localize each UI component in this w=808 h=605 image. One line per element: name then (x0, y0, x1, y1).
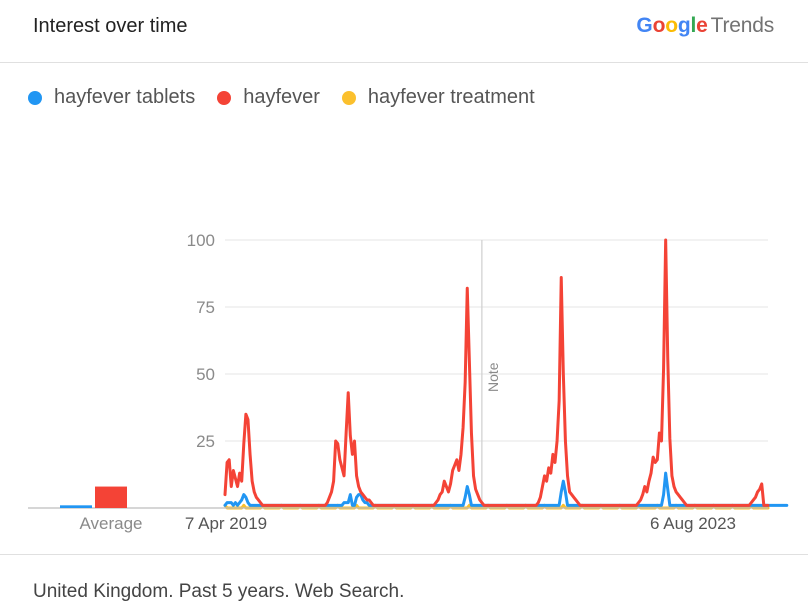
google-letter: e (696, 14, 708, 37)
chart-title: Interest over time (33, 15, 188, 37)
average-bar-hayfever-tablets (60, 505, 92, 508)
google-letter: o (652, 14, 666, 37)
note-label[interactable]: Note (485, 362, 501, 392)
note-marker: Note (481, 240, 501, 508)
trends-wordmark: Trends (710, 14, 775, 37)
y-tick-label: 75 (196, 298, 215, 317)
y-tick-label: 100 (187, 231, 215, 250)
legend-dot-red (217, 90, 232, 105)
header-bar: Interest over time Google Trends (0, 0, 808, 63)
legend-dot-blue (28, 90, 42, 105)
series-line-hayfever-tablets[interactable] (223, 471, 789, 507)
y-tick-label: 25 (196, 432, 215, 451)
interest-over-time-chart[interactable]: 25 50 75 100 Note Average 7 Apr 2019 6 Aug 2… (0, 0, 808, 554)
average-bar-hayfever (95, 486, 127, 508)
legend-label: hayfever tablets (54, 86, 196, 108)
y-tick-labels: 25 50 75 100 (187, 231, 215, 451)
average-bars: Average (60, 486, 143, 533)
google-wordmark: Google (636, 14, 707, 37)
footer-caption: United Kingdom. Past 5 years. Web Search… (33, 581, 405, 602)
google-letter: G (636, 14, 653, 37)
average-label: Average (79, 514, 142, 533)
footer-bar: United Kingdom. Past 5 years. Web Search… (0, 554, 808, 605)
legend-item-hayfever[interactable]: hayfever (217, 86, 320, 109)
y-tick-label: 50 (196, 365, 215, 384)
series-line-hayfever[interactable] (223, 238, 770, 507)
x-tick-labels: 7 Apr 2019 6 Aug 2023 (185, 514, 736, 533)
x-tick-label: 7 Apr 2019 (185, 514, 267, 533)
legend-label: hayfever treatment (367, 86, 535, 108)
legend-dot-yellow (341, 90, 356, 105)
x-tick-label: 6 Aug 2023 (650, 514, 736, 533)
google-trends-logo[interactable]: Google Trends (636, 14, 774, 38)
legend-item-hayfever-treatment[interactable]: hayfever treatment (341, 86, 535, 109)
legend-item-hayfever-tablets[interactable]: hayfever tablets (28, 86, 195, 109)
grid-lines (225, 239, 768, 442)
google-letter: g (677, 14, 691, 37)
google-letter: o (665, 14, 678, 37)
legend-label: hayfever (243, 86, 320, 108)
legend: hayfever tablets hayfever hayfever treat… (28, 86, 557, 109)
google-letter: l (690, 14, 697, 37)
